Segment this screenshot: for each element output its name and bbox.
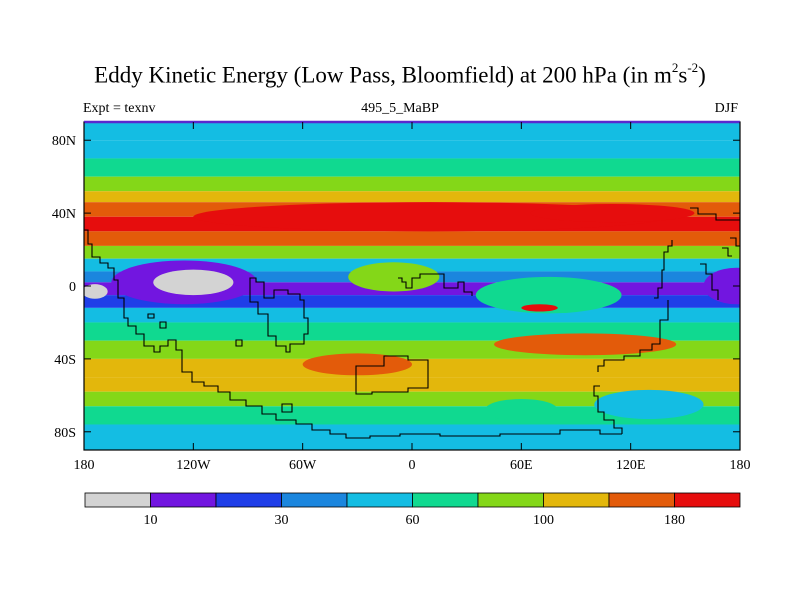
coastline-australia: [597, 300, 669, 372]
contour-field: [84, 122, 740, 450]
x-tick-label: 120E: [616, 458, 646, 473]
colorbar-label: 100: [533, 513, 554, 528]
title-main: Eddy Kinetic Energy (Low Pass, Bloomfiel…: [94, 62, 672, 88]
colorbar-swatch: [84, 492, 151, 508]
lat-band: [84, 391, 740, 407]
lat-band: [84, 245, 740, 259]
y-tick-label: 40S: [54, 353, 76, 368]
colorbar-label: 60: [406, 513, 420, 528]
y-tick-label: 0: [69, 280, 76, 295]
colorbar: 10 30 60 100 180: [84, 492, 741, 528]
coastline-island-3: [147, 313, 155, 319]
coastline-island-4: [159, 321, 167, 329]
experiment-label: Expt = texnv: [83, 101, 156, 116]
lat-band: [84, 358, 740, 378]
x-tick-label: 60W: [289, 458, 317, 473]
y-tick-label: 80N: [52, 134, 76, 149]
colorbar-swatch: [412, 492, 479, 508]
lat-band: [84, 191, 740, 203]
coastline-island-2: [281, 403, 293, 413]
title-end: ): [698, 62, 706, 88]
antarctic-low-1: [594, 389, 704, 420]
lat-band: [84, 176, 740, 192]
x-tick-label: 60E: [510, 458, 533, 473]
x-tick-label: 120W: [176, 458, 211, 473]
coastline-maritime: [654, 240, 673, 299]
title-sup-2: -2: [687, 60, 699, 75]
colorbar-label: 180: [664, 513, 685, 528]
coastline-africa: [249, 277, 309, 353]
colorbar-label: 10: [144, 513, 158, 528]
colorbar-label: 30: [275, 513, 289, 528]
dateline-equatorial-min: [703, 267, 740, 305]
coastline-americas: [84, 229, 622, 439]
coastline-japan: [722, 247, 732, 257]
coastline-east-asia: [690, 207, 740, 221]
title-sup-1: 2: [671, 60, 679, 75]
lat-band: [84, 406, 740, 425]
x-tick-label: 180: [74, 458, 95, 473]
south-atlantic-jet: [302, 353, 413, 376]
chart-subtitle: 495_5_MaBP: [361, 101, 439, 116]
lat-band: [84, 140, 740, 159]
colorbar-swatch: [608, 492, 675, 508]
colorbar-swatch: [543, 492, 610, 508]
lat-band: [84, 307, 740, 323]
coastline-south-africa: [355, 355, 429, 395]
lat-band: [84, 231, 740, 246]
lat-band: [84, 158, 740, 177]
coastline-west-pacific: [700, 263, 719, 300]
atlantic-equatorial-high: [348, 262, 440, 292]
title-mid: s: [678, 62, 688, 88]
coastline-island-1: [235, 339, 243, 347]
coastline-east-antarctica: [593, 385, 623, 434]
south-indian-jet: [493, 333, 677, 356]
axis-layer: 180 120W 60W 0 60E 120E 180 80N 40N 0 40S 80S: [52, 122, 751, 473]
coastline-arabia: [398, 273, 473, 296]
colorbar-swatch: [477, 492, 544, 508]
season-label: DJF: [714, 101, 738, 116]
colorbar-swatch: [346, 492, 413, 508]
indian-ocean-low: [475, 276, 622, 314]
colorbar-swatch: [215, 492, 282, 508]
pacific-band-40n-max: [530, 204, 695, 223]
colorbar-swatch: [281, 492, 348, 508]
lat-band: [84, 377, 740, 392]
south-indian-core: [521, 304, 558, 312]
coastline-layer: [84, 207, 740, 439]
colorbar-swatch: [150, 492, 217, 508]
antarctic-low-2: [484, 398, 558, 421]
y-tick-label: 40N: [52, 207, 76, 222]
x-tick-label: 180: [730, 458, 751, 473]
pacific-equatorial-core: [153, 269, 234, 296]
x-tick-label: 0: [409, 458, 416, 473]
coastline-alaska: [730, 237, 740, 247]
colorbar-swatch: [674, 492, 741, 508]
y-tick-label: 80S: [54, 426, 76, 441]
dateline-core-west: [84, 284, 108, 299]
chart-title: Eddy Kinetic Energy (Low Pass, Bloomfiel…: [0, 60, 800, 89]
lat-band: [84, 122, 740, 141]
